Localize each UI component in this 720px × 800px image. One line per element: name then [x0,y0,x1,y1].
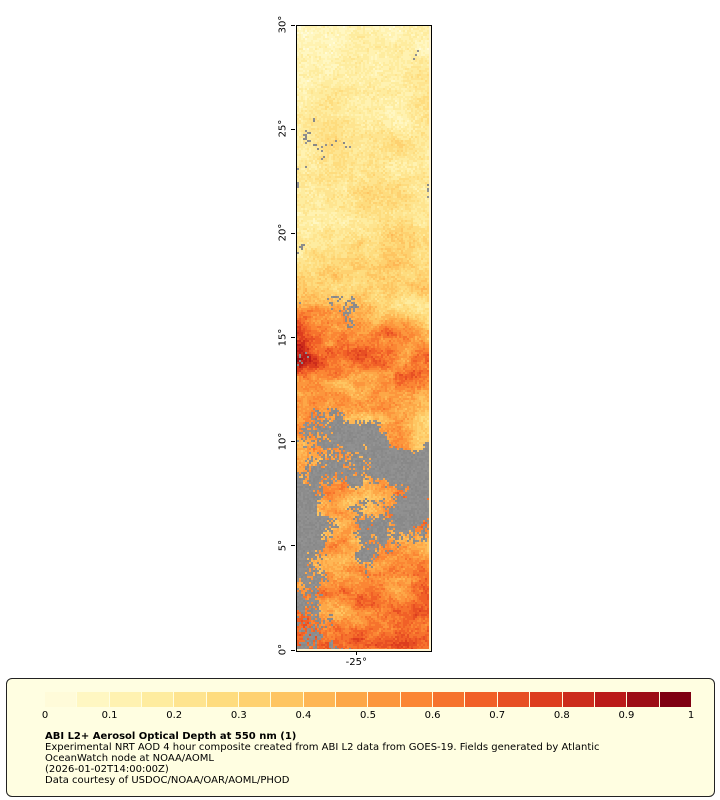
legend-line-4: Data courtesy of USDOC/NOAA/OAR/AOML/PHO… [45,775,290,786]
colorbar-segment [45,692,77,707]
colorbar-tick-label: 1 [687,710,695,721]
legend-line-2: OceanWatch node at NOAA/AOML [45,753,214,764]
colorbar-tick-label: 0.8 [553,710,570,721]
lat-tick-label: 20° [277,223,289,242]
legend-title: ABI L2+ Aerosol Optical Depth at 550 nm … [45,731,297,742]
colorbar-tick-label: 0.4 [295,710,312,721]
colorbar-tick-label: 0 [41,710,49,721]
colorbar-segment [336,692,368,707]
colorbar-segment [627,692,659,707]
colorbar-segment [433,692,465,707]
colorbar-tick-label: 0.2 [166,710,183,721]
lat-tick-mark [291,337,295,338]
colorbar-tick-label: 0.1 [101,710,118,721]
colorbar-segment [659,692,691,707]
lat-tick-label: 5° [277,539,289,552]
lat-tick-label: 0° [277,643,289,656]
lat-tick-mark [291,24,295,26]
map-plot [296,25,432,652]
colorbar-segment [562,692,594,707]
lat-tick-label: 15° [277,328,289,346]
lon-tick-mark [355,651,357,655]
colorbar-segment [465,692,497,707]
lat-tick-label: 30° [277,15,289,34]
lat-tick-label: 10° [277,432,289,451]
lat-tick-mark [291,545,295,547]
lat-tick-mark [291,128,295,130]
lon-tick-label: -25° [345,657,367,668]
colorbar-segment [530,692,562,707]
colorbar-tick-label: 0.3 [230,710,247,721]
lat-tick-label: 25° [277,119,289,138]
legend-panel: 0 0.1 0.2 0.3 0.4 0.5 0.6 0.7 0.8 0.9 1 ABI L2+ Ae… [6,678,715,797]
colorbar-segment [174,692,206,707]
colorbar-segment [239,692,271,707]
colorbar-segment [303,692,336,707]
colorbar-segment [77,692,109,707]
colorbar-segment [206,692,239,707]
legend-text-block: ABI L2+ Aerosol Optical Depth at 550 nm … [45,731,600,786]
colorbar-segment [497,692,530,707]
colorbar [45,692,691,707]
colorbar-segment [109,692,142,707]
colorbar-segment [142,692,174,707]
legend-line-1: Experimental NRT AOD 4 hour composite cr… [45,742,600,753]
lat-tick-mark [291,649,295,651]
aod-heatmap-canvas [297,26,429,649]
colorbar-tick-label: 0.6 [424,710,441,721]
legend-line-3: (2026-01-02T14:00:00Z) [45,764,169,775]
lat-tick-mark [291,232,295,234]
colorbar-tick-label: 0.5 [360,710,376,721]
colorbar-tick-label: 0.7 [489,710,506,721]
colorbar-segment [594,692,627,707]
colorbar-tick-label: 0.9 [618,710,635,721]
colorbar-segment [400,692,433,707]
lat-tick-mark [291,441,295,443]
colorbar-segment [271,692,303,707]
colorbar-segment [368,692,400,707]
